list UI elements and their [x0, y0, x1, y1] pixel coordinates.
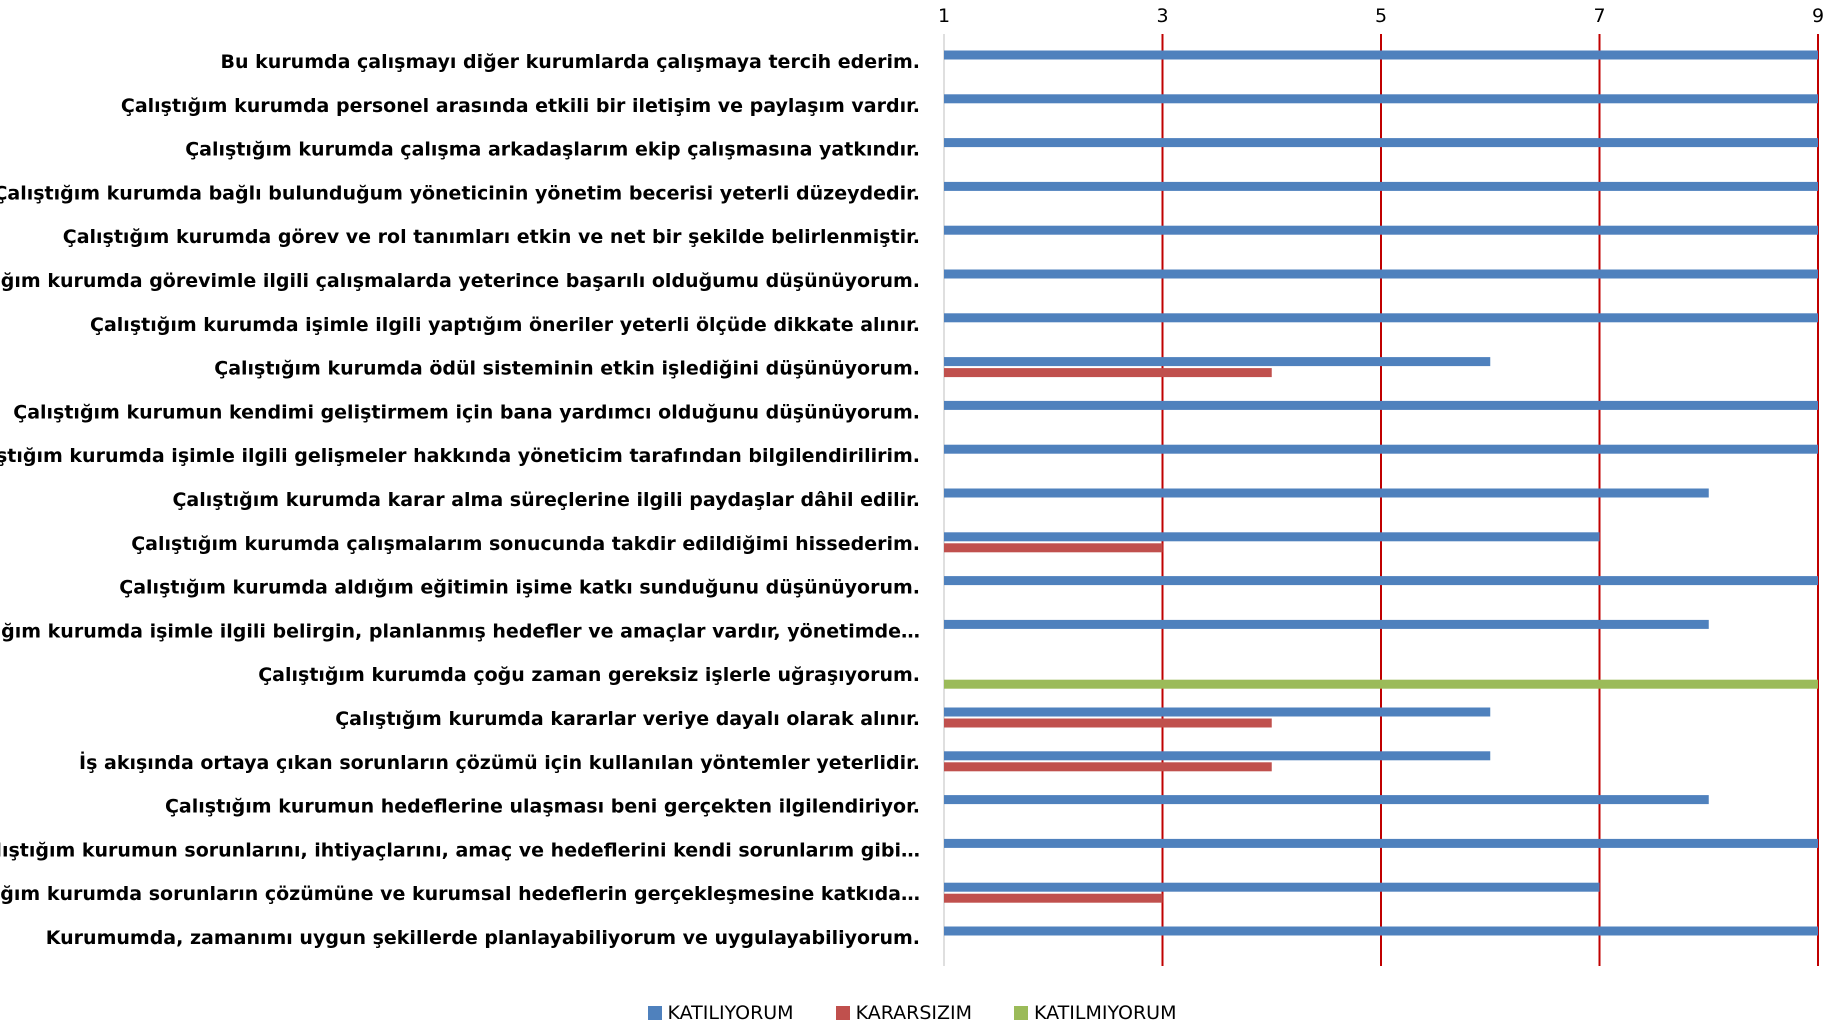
category-label: Çalıştığım kurumun sorunlarını, ihtiyaçl… [0, 839, 920, 861]
category-label: Çalıştığım kurumda çalışma arkadaşlarım … [185, 139, 920, 161]
bar-katiliyorum [944, 926, 1818, 936]
legend-label: KATILIYORUM [667, 1002, 794, 1024]
legend-swatch [647, 1006, 662, 1020]
category-label: Çalıştığım kurumda personel arasında etk… [121, 95, 920, 117]
bar-katiliyorum [944, 532, 1600, 542]
bar-katilmiyorum [944, 679, 1818, 689]
legend-label: KATILMIYORUM [1034, 1002, 1177, 1024]
bar-katiliyorum [944, 488, 1709, 498]
x-axis-ticks: 1 3 5 7 9 [938, 5, 1824, 27]
legend-label: KARARSIZIM [855, 1002, 973, 1024]
bar-kararsizim [944, 368, 1272, 378]
bar-katiliyorum [944, 882, 1600, 892]
legend-item-kararsizim: KARARSIZIM [835, 1002, 973, 1024]
bar-kararsizim [944, 893, 1163, 903]
category-label: Çalıştığım kurumda işimle ilgili belirgi… [0, 620, 920, 642]
category-label: Kurumumda, zamanımı uygun şekillerde pla… [46, 927, 920, 949]
category-label: Bu kurumda çalışmayı diğer kurumlarda ça… [221, 51, 920, 73]
x-tick-label-1: 1 [938, 5, 950, 27]
category-labels: Bu kurumda çalışmayı diğer kurumlarda ça… [0, 51, 920, 949]
bar-katiliyorum [944, 400, 1818, 410]
category-label: Çalıştığım kurumda aldığım eğitimin işim… [119, 577, 920, 599]
x-tick-label-9: 9 [1812, 5, 1824, 27]
bar-katiliyorum [944, 357, 1491, 367]
bar-katiliyorum [944, 225, 1818, 235]
category-label: Çalıştığım kurumun kendimi geliştirmem i… [13, 401, 920, 423]
category-label: Çalıştığım kurumda kararlar veriye dayal… [335, 708, 920, 730]
bar-katiliyorum [944, 707, 1491, 717]
legend-item-katilmiyorum: KATILMIYORUM [1014, 1002, 1176, 1024]
category-label: Çalıştığım kurumda karar alma süreçlerin… [172, 489, 920, 511]
category-label: Çalıştığım kurumda işimle ilgili gelişme… [0, 445, 920, 467]
legend-swatch [1014, 1006, 1029, 1020]
bar-kararsizim [944, 762, 1272, 772]
category-label: Çalıştığım kurumda işimle ilgili yaptığı… [90, 314, 920, 336]
category-label: Çalıştığım kurumda çalışmalarım sonucund… [131, 533, 920, 555]
category-label: Çalıştığım kurumda görev ve rol tanımlar… [63, 226, 920, 248]
legend: KATILIYORUM KARARSIZIM KATILMIYORUM [0, 1002, 1824, 1024]
bar-katiliyorum [944, 138, 1818, 148]
bar-kararsizim [944, 718, 1272, 728]
bar-katiliyorum [944, 838, 1818, 848]
legend-item-katiliyorum: KATILIYORUM [647, 1002, 794, 1024]
x-tick-label-3: 3 [1156, 5, 1168, 27]
bar-kararsizim [944, 543, 1163, 553]
bar-katiliyorum [944, 181, 1818, 191]
bar-katiliyorum [944, 619, 1709, 629]
category-label: Çalıştığım kurumda bağlı bulunduğum yöne… [0, 182, 920, 204]
bar-katiliyorum [944, 313, 1818, 323]
bars [944, 50, 1818, 936]
bar-katiliyorum [944, 576, 1818, 586]
bar-katiliyorum [944, 751, 1491, 761]
category-label: Çalıştığım kurumun hedeflerine ulaşması … [165, 796, 920, 818]
category-label: Çalıştığım kurumda sorunların çözümüne v… [0, 883, 920, 905]
horizontal-bar-chart: 1 3 5 7 9 Bu kurumda çalışmayı diğer kurumla… [0, 5, 1824, 966]
category-label: Çalıştığım kurumda ödül sisteminin etkin… [214, 358, 920, 380]
bar-katiliyorum [944, 795, 1709, 805]
bar-katiliyorum [944, 50, 1818, 60]
category-label: Çalıştığım kurumda görevimle ilgili çalı… [0, 270, 920, 292]
category-label: Çalıştığım kurumda çoğu zaman gereksiz i… [258, 664, 920, 686]
bar-katiliyorum [944, 269, 1818, 279]
x-tick-label-7: 7 [1593, 5, 1605, 27]
legend-swatch [835, 1006, 850, 1020]
gridlines [943, 34, 1819, 966]
bar-katiliyorum [944, 94, 1818, 104]
x-tick-label-5: 5 [1375, 5, 1387, 27]
bar-katiliyorum [944, 444, 1818, 454]
category-label: İş akışında ortaya çıkan sorunların çözü… [79, 750, 920, 774]
